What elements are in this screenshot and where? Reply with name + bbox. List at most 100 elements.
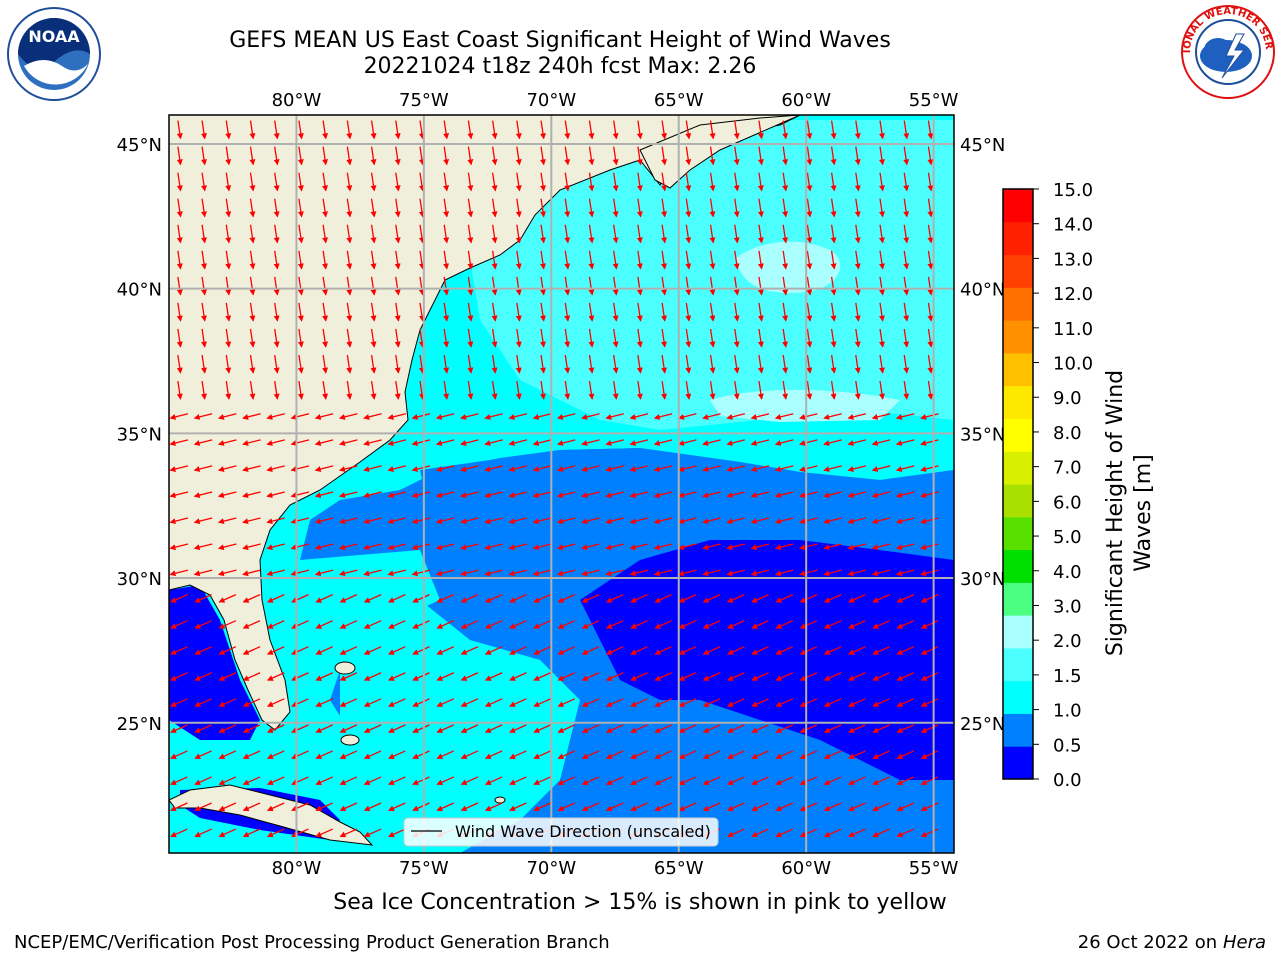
wave-direction-arrow	[750, 543, 770, 551]
wave-direction-arrow	[709, 146, 716, 166]
wave-direction-arrow	[896, 698, 915, 707]
wave-direction-arrow	[871, 465, 891, 472]
wave-direction-arrow	[799, 413, 818, 420]
wave-direction-arrow	[508, 517, 528, 525]
wave-direction-arrow	[290, 439, 310, 446]
wave-direction-arrow	[194, 620, 212, 629]
lat-label-left: 25°N	[117, 714, 162, 735]
wave-direction-arrow	[799, 776, 818, 786]
wave-direction-arrow	[467, 250, 474, 270]
wave-direction-arrow	[920, 724, 939, 733]
chart-subtitle: 20221024 t18z 240h fcst Max: 2.26	[363, 54, 757, 79]
wave-direction-arrow	[540, 328, 546, 348]
wave-direction-arrow	[218, 672, 237, 681]
wave-direction-arrow	[878, 354, 885, 374]
wave-direction-arrow	[484, 646, 503, 655]
wave-direction-arrow	[581, 491, 600, 499]
land-bahamas-3	[494, 796, 506, 804]
wave-direction-arrow	[491, 302, 498, 322]
wave-direction-arrow	[726, 698, 745, 707]
wave-direction-arrow	[418, 224, 425, 244]
wave-direction-arrow	[201, 198, 207, 218]
wave-direction-arrow	[927, 120, 934, 140]
wave-direction-arrow	[775, 620, 793, 629]
wave-direction-arrow	[920, 776, 939, 786]
wave-direction-arrow	[605, 646, 624, 655]
wave-direction-arrow	[266, 828, 285, 838]
wave-direction-arrow	[418, 172, 425, 192]
wave-direction-arrow	[920, 517, 939, 525]
colorbar-tick-label: 3.0	[1053, 596, 1082, 617]
wave-direction-arrow	[242, 594, 261, 603]
wave-direction-arrow	[733, 380, 740, 400]
wave-direction-arrow	[363, 750, 382, 759]
wave-direction-arrow	[903, 380, 910, 400]
wave-direction-arrow	[394, 198, 401, 218]
wave-direction-arrow	[903, 172, 910, 192]
wave-direction-arrow	[872, 646, 890, 655]
wave-direction-arrow	[266, 620, 285, 629]
wave-direction-arrow	[823, 750, 842, 759]
wave-direction-arrow	[920, 672, 939, 681]
wave-direction-arrow	[249, 302, 256, 322]
wave-direction-arrow	[872, 750, 890, 759]
wave-direction-arrow	[418, 354, 425, 374]
wave-direction-arrow	[920, 802, 939, 812]
colorbar-segment	[1003, 516, 1033, 551]
wave-direction-arrow	[315, 646, 333, 655]
wave-direction-arrow	[412, 698, 430, 707]
wave-direction-arrow	[653, 413, 673, 420]
graticule	[169, 115, 954, 853]
wave-direction-arrow	[169, 465, 189, 472]
wave-direction-arrow	[297, 380, 304, 400]
wave-direction-arrow	[702, 491, 721, 499]
wave-direction-arrow	[273, 276, 280, 296]
wave-direction-arrow	[757, 146, 764, 166]
wave-direction-arrow	[363, 465, 382, 472]
lat-label-left: 35°N	[117, 424, 162, 445]
wave-direction-arrow	[460, 750, 479, 759]
wave-direction-arrow	[387, 802, 406, 812]
lon-label-top: 70°W	[526, 90, 576, 111]
wave-direction-arrow	[491, 354, 498, 374]
wave-direction-arrow	[363, 828, 382, 838]
wave-direction-arrow	[443, 146, 450, 166]
wave-direction-arrow	[878, 224, 885, 244]
wave-direction-arrow	[249, 380, 256, 400]
wave-direction-arrow	[266, 724, 285, 733]
wave-direction-arrow	[733, 354, 740, 374]
wave-direction-arrow	[556, 491, 576, 499]
wave-direction-arrow	[346, 172, 353, 192]
wave-direction-arrow	[588, 276, 595, 296]
wave-direction-arrow	[629, 543, 649, 551]
wave-direction-arrow	[540, 198, 546, 218]
wave-direction-arrow	[217, 543, 237, 551]
wave-direction-arrow	[394, 302, 401, 322]
wave-direction-arrow	[823, 776, 842, 786]
wave-direction-arrow	[322, 302, 329, 322]
wave-direction-arrow	[588, 146, 595, 166]
wave-direction-arrow	[927, 328, 934, 348]
colorbar-segment	[1003, 254, 1033, 288]
wave-direction-arrow	[509, 750, 527, 759]
wave-direction-arrow	[927, 224, 934, 244]
wave-direction-arrow	[709, 250, 716, 270]
wave-direction-arrow	[540, 302, 546, 322]
wave-direction-arrow	[370, 302, 377, 322]
wave-direction-arrow	[878, 380, 885, 400]
wave-direction-arrow	[314, 543, 334, 551]
wave-direction-arrow	[266, 646, 285, 655]
wave-direction-arrow	[218, 724, 237, 733]
wave-direction-arrow	[799, 646, 818, 655]
wave-direction-arrow	[653, 569, 673, 577]
wave-direction-arrow	[370, 146, 377, 166]
wave-direction-arrow	[605, 594, 624, 603]
wave-direction-arrow	[757, 328, 764, 348]
wave-direction-arrow	[588, 328, 595, 348]
wave-direction-arrow	[605, 465, 624, 472]
wave-direction-arrow	[872, 698, 890, 707]
wave-direction-arrow	[848, 672, 866, 681]
wave-direction-arrow	[823, 413, 842, 420]
wave-direction-arrow	[217, 439, 237, 446]
wave-direction-arrow	[774, 465, 794, 472]
